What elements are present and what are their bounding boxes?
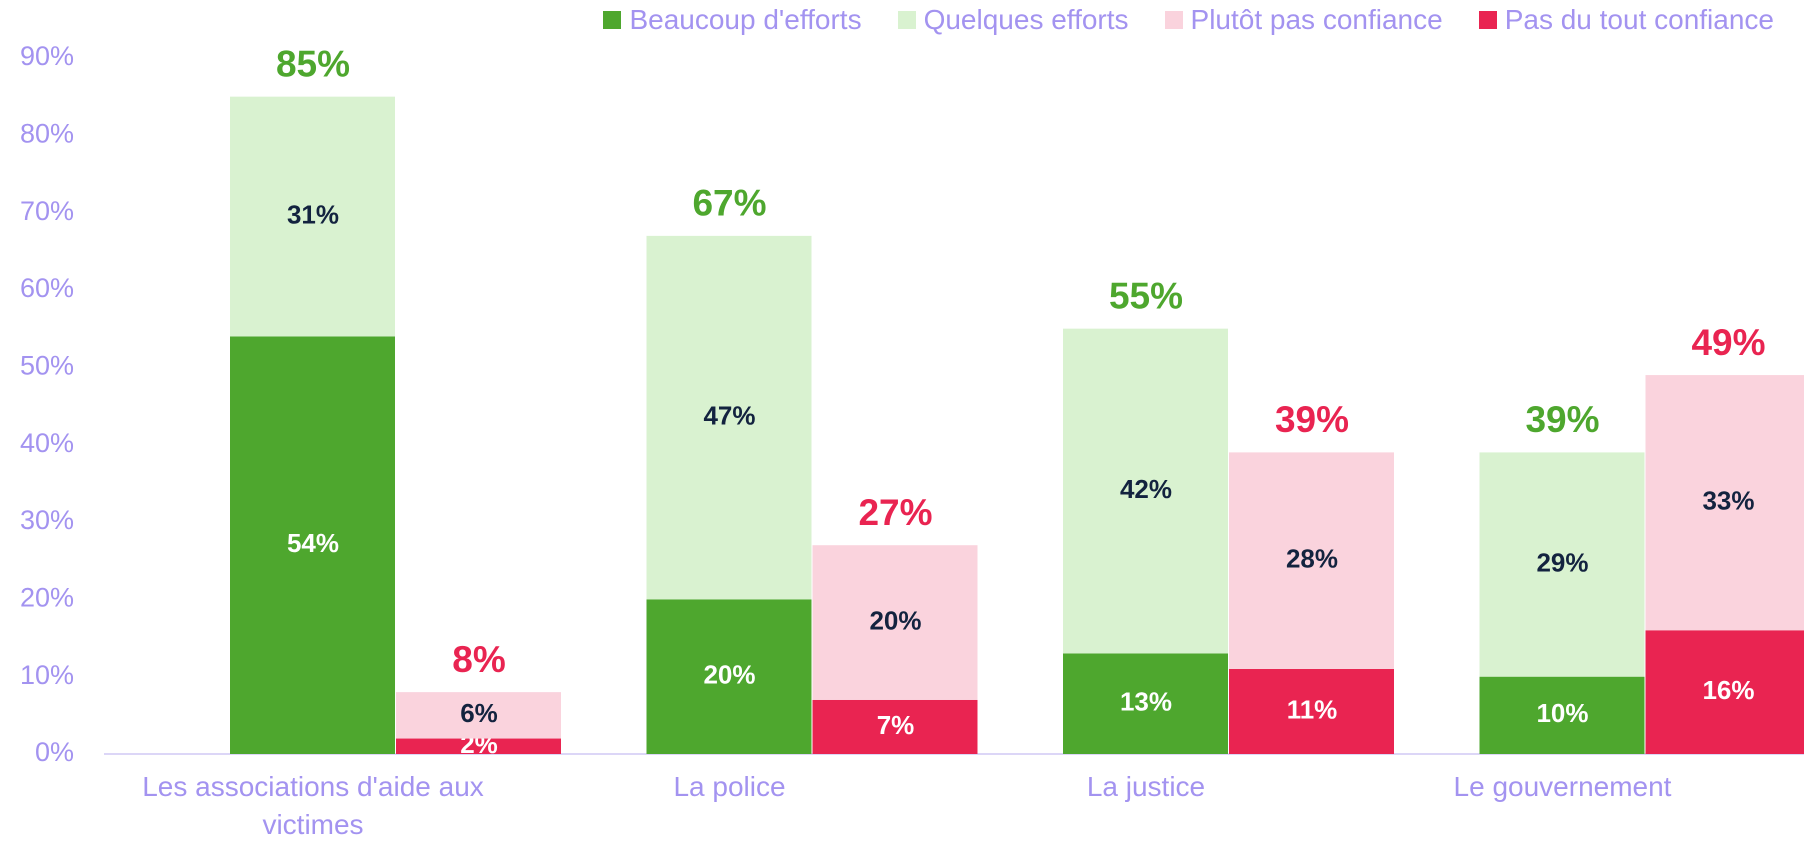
bar-segment	[230, 96, 395, 337]
segment-label: 16%	[1702, 675, 1754, 705]
legend-swatch	[603, 11, 622, 29]
x-tick-label: La justice	[1086, 771, 1206, 802]
legend-item: Quelques efforts	[897, 4, 1129, 36]
y-tick-label: 40%	[20, 428, 74, 458]
y-tick-label: 0%	[35, 737, 74, 767]
bar-segment	[646, 599, 812, 754]
legend: Beaucoup d'efforts Quelques efforts Plutôt…	[603, 4, 1774, 36]
bar-segment	[1063, 653, 1228, 754]
segment-label: 33%	[1702, 486, 1754, 516]
bar-segment	[1479, 452, 1645, 677]
legend-label: Pas du tout confiance	[1504, 4, 1774, 35]
total-label: 85%	[276, 43, 350, 84]
legend-label: Plutôt pas confiance	[1190, 4, 1443, 35]
total-label: 39%	[1275, 399, 1349, 440]
segment-label: 7%	[877, 710, 915, 740]
y-tick-label: 70%	[20, 196, 74, 226]
legend-swatch	[897, 11, 916, 29]
segment-label: 10%	[1536, 698, 1588, 728]
y-tick-label: 90%	[20, 41, 74, 71]
total-label: 55%	[1109, 275, 1183, 316]
segment-label: 47%	[703, 400, 755, 430]
legend-item: Beaucoup d'efforts	[603, 4, 862, 36]
segment-label: 20%	[703, 660, 755, 690]
segment-label: 31%	[287, 199, 339, 229]
bar-segment	[1063, 328, 1228, 654]
bar-segment	[1229, 452, 1394, 669]
y-tick-label: 60%	[20, 273, 74, 303]
bar-segment	[812, 545, 978, 700]
total-label: 49%	[1691, 322, 1765, 363]
legend-item: Plutôt pas confiance	[1164, 4, 1443, 36]
bar-segment	[230, 336, 395, 754]
bar-segment	[1645, 375, 1804, 631]
y-tick-label: 30%	[20, 505, 74, 535]
segment-label: 54%	[287, 528, 339, 558]
y-tick-label: 50%	[20, 350, 74, 380]
segment-label: 13%	[1120, 687, 1172, 717]
segment-label: 6%	[460, 698, 498, 728]
bar-segment	[812, 699, 978, 754]
legend-swatch	[1164, 11, 1183, 29]
bar-segment	[1229, 668, 1394, 754]
total-label: 39%	[1525, 399, 1599, 440]
legend-swatch	[1478, 11, 1497, 29]
legend-item: Pas du tout confiance	[1478, 4, 1774, 36]
segment-label: 29%	[1536, 547, 1588, 577]
bar-segment	[396, 738, 561, 754]
bar-segment	[1645, 630, 1804, 754]
x-tick-label: Les associations d'aide aux victimes	[142, 771, 484, 840]
y-tick-label: 80%	[20, 118, 74, 148]
bar-segment	[646, 235, 812, 600]
segment-label: 42%	[1120, 474, 1172, 504]
bar-segment	[1479, 676, 1645, 754]
total-label: 27%	[858, 492, 932, 533]
y-tick-label: 10%	[20, 660, 74, 690]
segment-label: 28%	[1286, 544, 1338, 574]
segment-label: 20%	[869, 605, 921, 635]
x-tick-label: La police	[673, 771, 786, 802]
total-label: 8%	[452, 639, 505, 680]
bar-segment	[396, 692, 561, 739]
legend-label: Quelques efforts	[923, 4, 1129, 35]
legend-label: Beaucoup d'efforts	[629, 4, 862, 35]
x-tick-label: Le gouvernement	[1453, 771, 1672, 802]
y-tick-label: 20%	[20, 582, 74, 612]
segment-label: 11%	[1287, 694, 1338, 724]
total-label: 67%	[692, 183, 766, 224]
